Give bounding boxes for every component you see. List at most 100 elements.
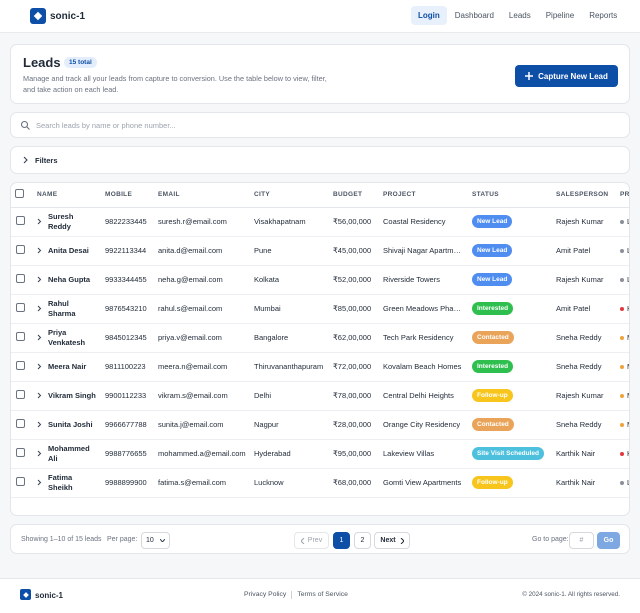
cell: sunita.j@email.com <box>154 410 250 440</box>
lead-row[interactable]: Anita Desai 9922113344 anita.d@email.com Pu… <box>11 236 629 266</box>
cell <box>11 207 33 237</box>
cell <box>11 265 33 295</box>
nav-link[interactable]: Login <box>411 6 447 25</box>
nav-link[interactable]: Dashboard <box>454 11 494 20</box>
header-row: NAME MOBILE EMAIL CITY BUDGET PROJECT STATUS SA… <box>11 183 629 208</box>
priority-cell: Medium <box>616 352 629 382</box>
lead-name: Mohammed Ali <box>48 443 90 463</box>
priority-label: Low <box>627 217 629 226</box>
lead-row[interactable]: Fatima Sheikh 9988899900 fatima.s@email.co… <box>11 468 629 498</box>
salesperson: Amit Patel <box>552 236 616 266</box>
capture-button[interactable]: Capture New Lead <box>515 65 618 87</box>
cell: Tech Park Residency <box>379 323 468 353</box>
lead-row[interactable]: Rahul Sharma 9876543210 rahul.s@email.com M… <box>11 294 629 324</box>
logo-mark <box>22 591 29 598</box>
row-checkbox[interactable] <box>16 274 25 283</box>
name-cell: Suresh Reddy <box>33 207 101 237</box>
cell: ₹68,00,000 <box>329 468 379 498</box>
priority-dot <box>620 394 624 399</box>
priority-cell: Medium <box>616 323 629 353</box>
cell: ₹28,00,000 <box>329 410 379 440</box>
footer-link[interactable]: Terms of Service <box>297 591 348 598</box>
row-checkbox[interactable] <box>16 448 25 457</box>
salesperson: Rajesh Kumar <box>552 265 616 295</box>
filters-toggle[interactable]: Filters <box>10 146 630 174</box>
priority-label: Low <box>627 275 629 284</box>
search-box[interactable]: Search leads by name or phone number... <box>10 112 630 138</box>
page-title: Leads <box>23 55 61 70</box>
lead-row[interactable]: Mohammed Ali 9988776655 mohammed.a@email.c… <box>11 439 629 469</box>
lead-row[interactable]: Suresh Reddy 9822233445 suresh.r@email.com… <box>11 207 629 237</box>
cell: ₹56,00,000 <box>329 207 379 237</box>
nav-link[interactable]: Pipeline <box>545 11 575 20</box>
link-separator <box>291 591 293 599</box>
status-badge: New Lead <box>472 215 513 228</box>
column-header: STATUS <box>468 183 552 208</box>
cell: 9811100223 <box>101 352 154 382</box>
status-cell: Interested <box>468 294 552 324</box>
lead-row[interactable]: Sunita Joshi 9966677788 sunita.j@email.com… <box>11 410 629 440</box>
per-page-select[interactable]: 10 <box>141 532 170 549</box>
go-button[interactable]: Go <box>597 532 620 549</box>
nav-link[interactable]: Reports <box>589 11 618 20</box>
expand-icon-svg <box>37 334 42 341</box>
name-wrap: Mohammed Ali <box>37 444 97 464</box>
prev-button[interactable]: Prev <box>294 532 329 549</box>
priority-cell: Low <box>616 236 629 266</box>
next-button[interactable]: Next <box>374 532 410 549</box>
priority-dot <box>620 307 624 312</box>
lead-row[interactable]: Neha Gupta 9933344455 neha.g@email.com Kolk… <box>11 265 629 295</box>
cell: Coastal Residency <box>379 207 468 237</box>
row-checkbox[interactable] <box>16 361 25 370</box>
table-body: Suresh Reddy 9822233445 suresh.r@email.com… <box>11 207 629 498</box>
status-badge: New Lead <box>472 273 513 286</box>
row-checkbox[interactable] <box>16 419 25 428</box>
lead-name: Rahul Sharma <box>48 298 76 318</box>
cell: Central Delhi Heights <box>379 381 468 411</box>
chevron-icon-svg <box>23 156 28 164</box>
row-checkbox[interactable] <box>16 390 25 399</box>
lead-name: Suresh Reddy <box>48 211 74 231</box>
cell: Riverside Towers <box>379 265 468 295</box>
name-wrap: Rahul Sharma <box>37 299 97 319</box>
row-checkbox[interactable] <box>16 216 25 225</box>
nav-link[interactable]: Leads <box>508 11 531 20</box>
footer-link[interactable]: Privacy Policy <box>244 591 287 598</box>
row-checkbox[interactable] <box>16 332 25 341</box>
page-button[interactable]: 1 <box>333 532 350 549</box>
page-header: Leads 15 total Manage and track all your l… <box>10 44 630 104</box>
cell <box>11 439 33 469</box>
priority-cell: Low <box>616 468 629 498</box>
name-wrap: Meera Nair <box>37 362 97 372</box>
logo-mark <box>33 11 43 21</box>
name-cell: Vikram Singh <box>33 381 101 411</box>
cell: ₹85,00,000 <box>329 294 379 324</box>
nav-bar: Login Dashboard Leads Pipeline Reports <box>410 6 624 25</box>
row-checkbox[interactable] <box>16 303 25 312</box>
expand-icon <box>37 392 42 399</box>
select-caret-svg <box>160 539 165 542</box>
priority-label: Medium <box>627 420 629 429</box>
expand-icon <box>37 421 42 428</box>
cell: 9933344455 <box>101 265 154 295</box>
row-checkbox[interactable] <box>16 245 25 254</box>
lead-row[interactable]: Meera Nair 9811100223 meera.n@email.com Thi… <box>11 352 629 382</box>
row-checkbox[interactable] <box>16 477 25 486</box>
per-page-value: 10 <box>146 537 154 544</box>
expand-icon-svg <box>37 218 42 225</box>
goto-input[interactable]: # <box>569 532 594 549</box>
per-page-label: Per page: <box>107 536 138 543</box>
lead-row[interactable]: Priya Venkatesh 9845012345 priya.v@email.c… <box>11 323 629 353</box>
name-wrap: Sunita Joshi <box>37 420 97 430</box>
footer-logo <box>20 589 31 600</box>
lead-row[interactable]: Vikram Singh 9900112233 vikram.s@email.com… <box>11 381 629 411</box>
prev-label: Prev <box>307 537 323 544</box>
column-header: PRIORITY <box>616 183 629 208</box>
select-caret <box>160 539 165 542</box>
select-all[interactable] <box>15 189 24 199</box>
priority-label: High <box>627 449 629 458</box>
name-wrap: Fatima Sheikh <box>37 473 97 493</box>
cell: Bangalore <box>250 323 329 353</box>
salesperson: Sneha Reddy <box>552 410 616 440</box>
page-button[interactable]: 2 <box>354 532 371 549</box>
